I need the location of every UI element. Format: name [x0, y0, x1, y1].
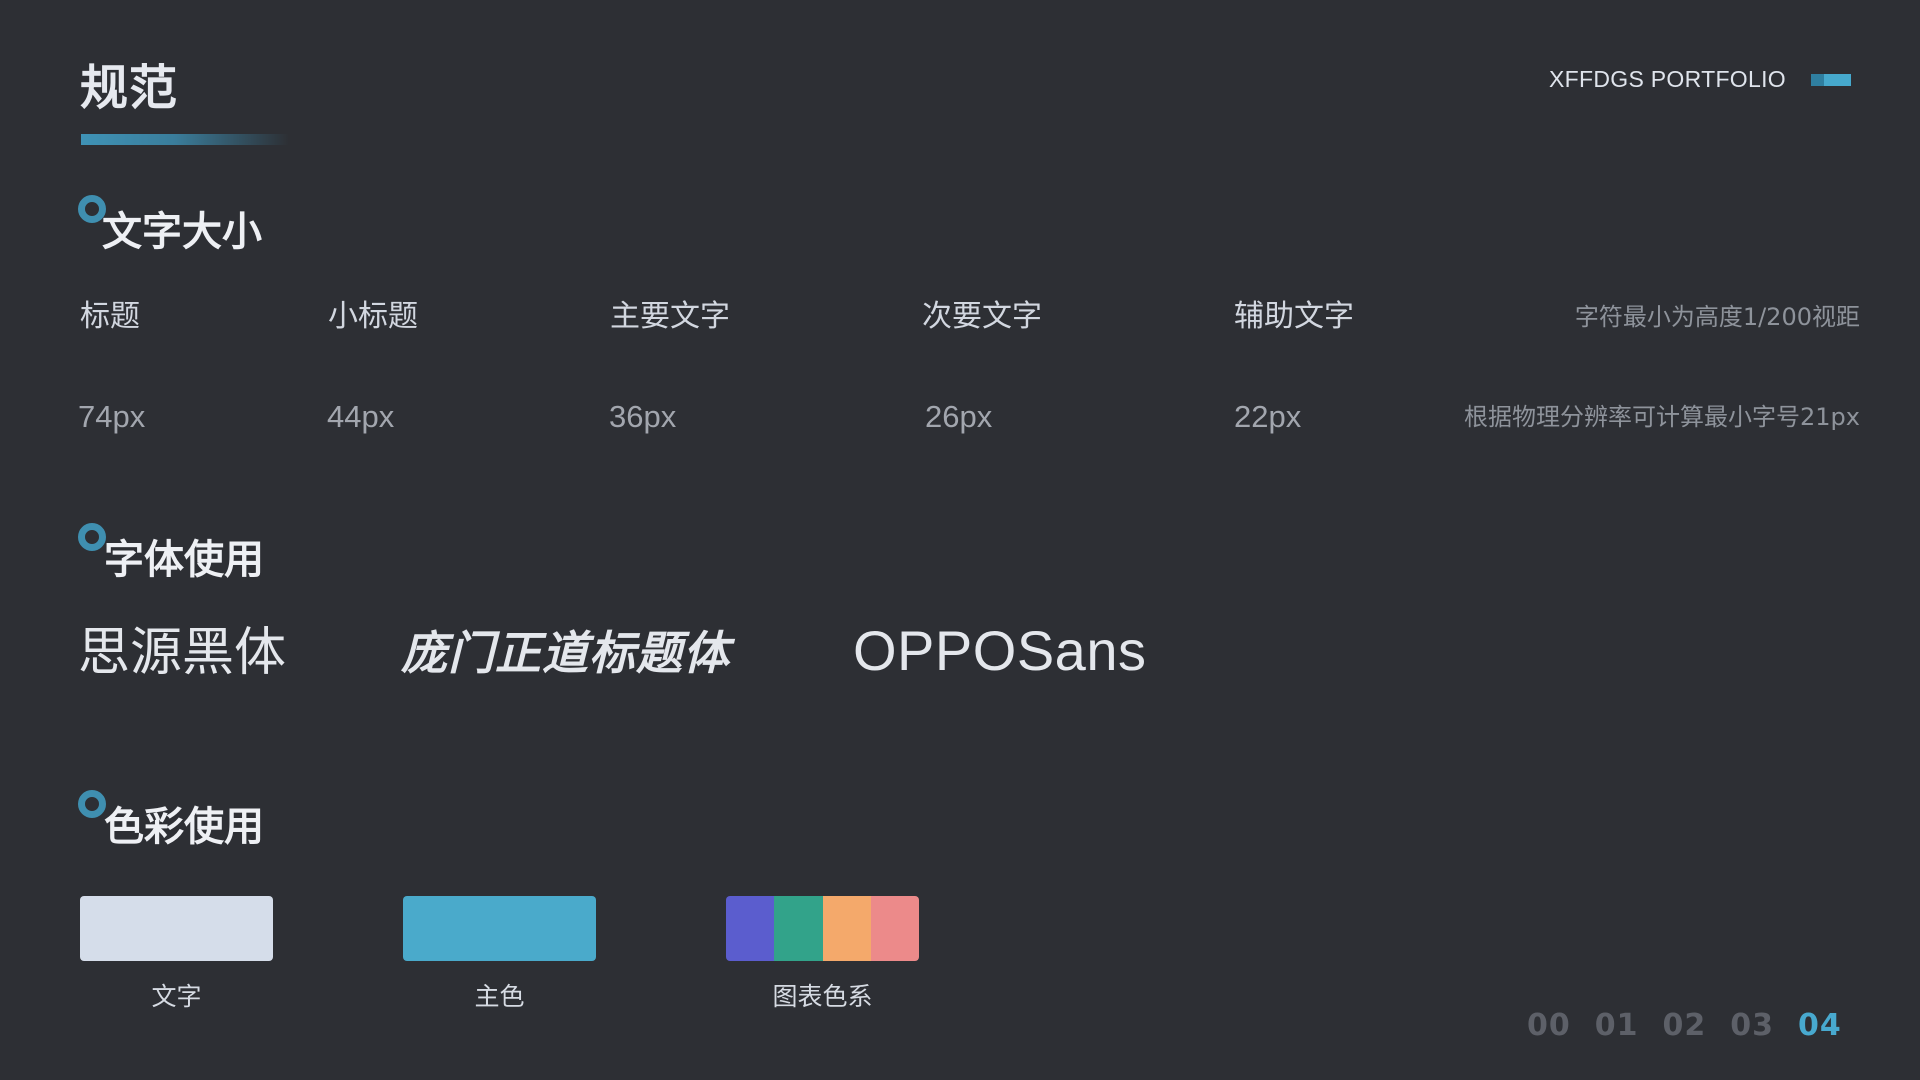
section-title-font-usage: 字体使用 [104, 537, 264, 583]
swatch-label-primary: 主色 [474, 982, 525, 1011]
font-sample-pangmen: 庞门正道标题体 [401, 626, 730, 680]
page-link-01[interactable]: 01 [1594, 1007, 1639, 1043]
page-link-03[interactable]: 03 [1730, 1007, 1774, 1043]
swatch-label-text: 文字 [151, 982, 202, 1011]
type-label-primary: 主要文字 [610, 299, 730, 334]
brand-label: XFFDGS PORTFOLIO [1549, 66, 1786, 92]
type-value-auxiliary: 22px [1234, 399, 1302, 434]
ring-icon [78, 523, 106, 551]
color-swatch-chart [726, 896, 919, 961]
title-underline [81, 134, 289, 145]
page-navigation: 00 01 02 03 04 [1527, 1005, 1842, 1045]
type-value-subtitle: 44px [327, 399, 395, 434]
chart-color-orange [822, 896, 871, 961]
chart-color-teal [774, 896, 823, 961]
page-title: 规范 [80, 60, 179, 116]
section-title-font-size: 文字大小 [102, 209, 262, 255]
page-link-02[interactable]: 02 [1662, 1007, 1707, 1043]
swatch-label-chart: 图表色系 [772, 982, 873, 1011]
ring-icon [78, 790, 106, 818]
brand-mark-icon [1811, 74, 1851, 86]
chart-color-pink [870, 896, 919, 961]
section-title-color-usage: 色彩使用 [104, 804, 264, 850]
note-min-font-size: 根据物理分辨率可计算最小字号21px [1464, 403, 1860, 431]
type-value-primary: 36px [609, 399, 677, 434]
type-label-subtitle: 小标题 [328, 299, 418, 334]
type-value-secondary: 26px [925, 399, 993, 434]
ring-icon [78, 195, 106, 223]
type-value-title: 74px [78, 399, 146, 434]
type-label-secondary: 次要文字 [922, 299, 1042, 334]
type-label-auxiliary: 辅助文字 [1234, 299, 1354, 334]
font-sample-source-han: 思源黑体 [78, 623, 287, 683]
page-link-00[interactable]: 00 [1527, 1007, 1571, 1043]
font-sample-opposans: OPPOSans [853, 619, 1147, 682]
type-label-title: 标题 [80, 299, 140, 334]
color-swatch-text [80, 896, 273, 961]
note-min-char: 字符最小为高度1/200视距 [1574, 303, 1860, 331]
page-link-04[interactable]: 04 [1798, 1007, 1842, 1043]
color-swatch-primary [403, 896, 596, 961]
chart-color-purple [726, 896, 775, 961]
